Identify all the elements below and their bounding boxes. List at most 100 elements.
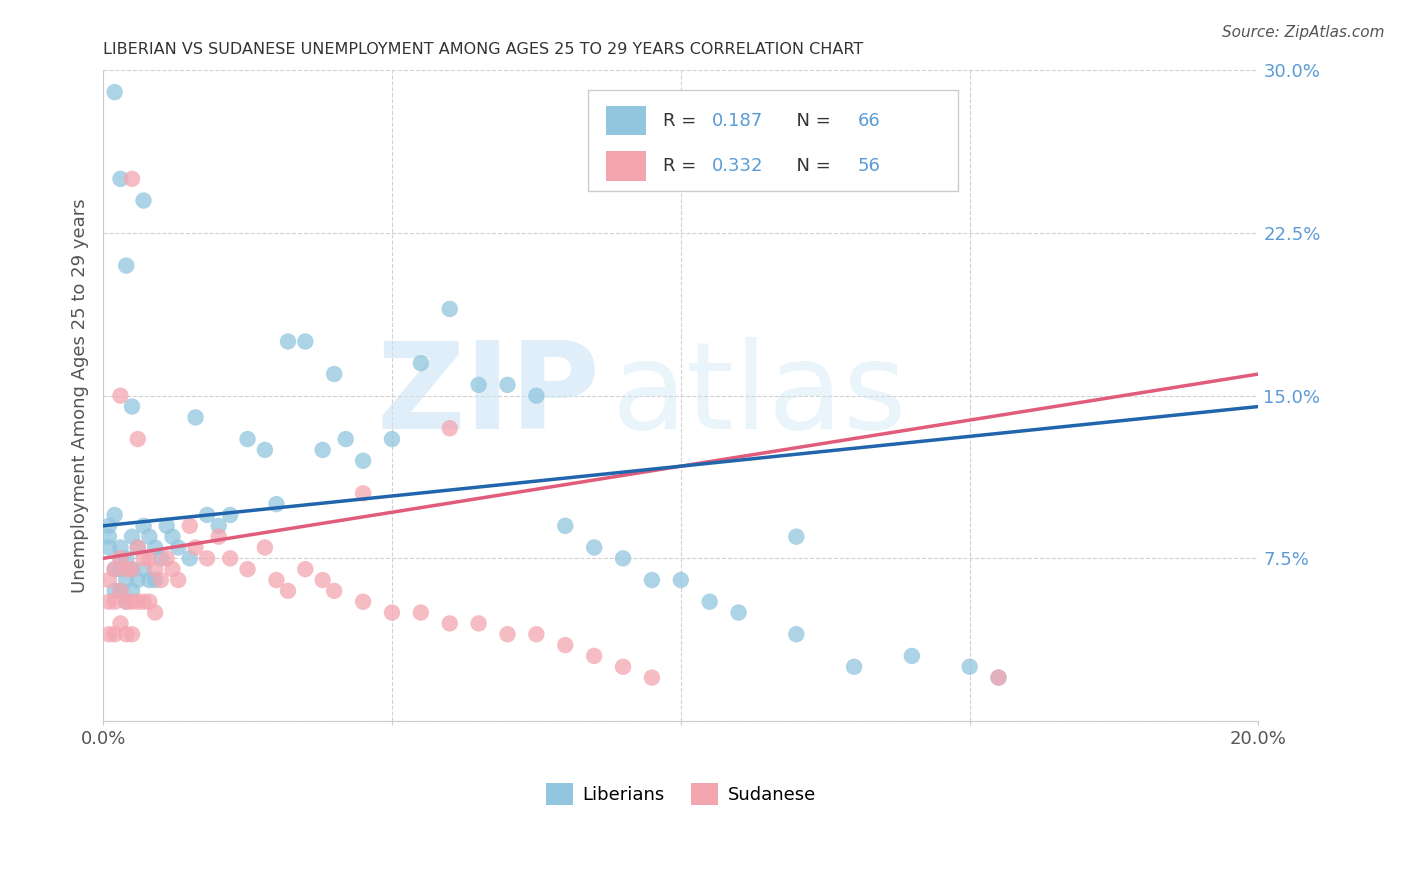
- Point: [277, 583, 299, 598]
- Point: [156, 551, 179, 566]
- Point: [110, 562, 132, 576]
- Point: [115, 562, 138, 576]
- Point: [97, 518, 120, 533]
- Point: [127, 541, 149, 555]
- Point: [121, 583, 143, 598]
- Point: [104, 562, 127, 576]
- Point: [104, 508, 127, 522]
- Point: [104, 583, 127, 598]
- Point: [439, 616, 461, 631]
- Point: [612, 551, 634, 566]
- Point: [156, 518, 179, 533]
- Point: [612, 659, 634, 673]
- Point: [132, 518, 155, 533]
- Point: [127, 573, 149, 587]
- Point: [110, 583, 132, 598]
- Point: [127, 595, 149, 609]
- Point: [266, 573, 288, 587]
- Point: [277, 334, 299, 349]
- Text: LIBERIAN VS SUDANESE UNEMPLOYMENT AMONG AGES 25 TO 29 YEARS CORRELATION CHART: LIBERIAN VS SUDANESE UNEMPLOYMENT AMONG …: [103, 42, 863, 57]
- Point: [524, 389, 547, 403]
- Point: [97, 541, 120, 555]
- Point: [167, 573, 190, 587]
- Point: [121, 400, 143, 414]
- Point: [121, 595, 143, 609]
- Point: [121, 562, 143, 576]
- Point: [583, 648, 606, 663]
- Point: [439, 421, 461, 435]
- Text: Source: ZipAtlas.com: Source: ZipAtlas.com: [1222, 25, 1385, 40]
- Point: [987, 671, 1010, 685]
- Point: [641, 671, 664, 685]
- Point: [110, 172, 132, 186]
- Point: [127, 541, 149, 555]
- Point: [149, 573, 172, 587]
- Point: [208, 518, 231, 533]
- Point: [115, 595, 138, 609]
- Y-axis label: Unemployment Among Ages 25 to 29 years: Unemployment Among Ages 25 to 29 years: [72, 198, 89, 593]
- Point: [381, 606, 404, 620]
- Point: [496, 627, 519, 641]
- Point: [496, 377, 519, 392]
- Point: [132, 194, 155, 208]
- Point: [253, 442, 276, 457]
- Point: [121, 627, 143, 641]
- Point: [641, 573, 664, 587]
- Point: [236, 562, 259, 576]
- Point: [115, 551, 138, 566]
- Point: [132, 562, 155, 576]
- Bar: [606, 106, 647, 136]
- Point: [138, 595, 160, 609]
- Bar: [606, 152, 647, 181]
- Point: [785, 627, 807, 641]
- Point: [127, 432, 149, 446]
- Point: [467, 616, 489, 631]
- Point: [987, 671, 1010, 685]
- Point: [179, 518, 201, 533]
- Text: N =: N =: [785, 157, 837, 175]
- Point: [294, 334, 316, 349]
- Point: [785, 530, 807, 544]
- Point: [554, 638, 576, 652]
- Point: [138, 573, 160, 587]
- Point: [195, 508, 218, 522]
- Point: [97, 573, 120, 587]
- Point: [381, 432, 404, 446]
- Text: ZIP: ZIP: [377, 337, 600, 454]
- Point: [143, 606, 166, 620]
- Point: [143, 541, 166, 555]
- Point: [143, 562, 166, 576]
- Point: [842, 659, 865, 673]
- Point: [167, 541, 190, 555]
- Point: [97, 627, 120, 641]
- Point: [208, 530, 231, 544]
- Legend: Liberians, Sudanese: Liberians, Sudanese: [538, 775, 823, 812]
- Point: [104, 562, 127, 576]
- Text: 0.187: 0.187: [711, 112, 763, 129]
- Point: [110, 583, 132, 598]
- Point: [184, 410, 207, 425]
- Point: [901, 648, 924, 663]
- Point: [110, 551, 132, 566]
- Point: [409, 606, 432, 620]
- Point: [149, 551, 172, 566]
- Point: [115, 573, 138, 587]
- Point: [115, 259, 138, 273]
- Point: [467, 377, 489, 392]
- Point: [138, 551, 160, 566]
- Point: [335, 432, 357, 446]
- Point: [110, 616, 132, 631]
- Point: [352, 486, 374, 500]
- Point: [132, 551, 155, 566]
- Point: [266, 497, 288, 511]
- Point: [524, 627, 547, 641]
- Point: [104, 627, 127, 641]
- Point: [110, 389, 132, 403]
- Point: [311, 573, 333, 587]
- Point: [138, 530, 160, 544]
- Point: [143, 573, 166, 587]
- Point: [115, 627, 138, 641]
- Point: [121, 172, 143, 186]
- Point: [959, 659, 981, 673]
- Point: [669, 573, 692, 587]
